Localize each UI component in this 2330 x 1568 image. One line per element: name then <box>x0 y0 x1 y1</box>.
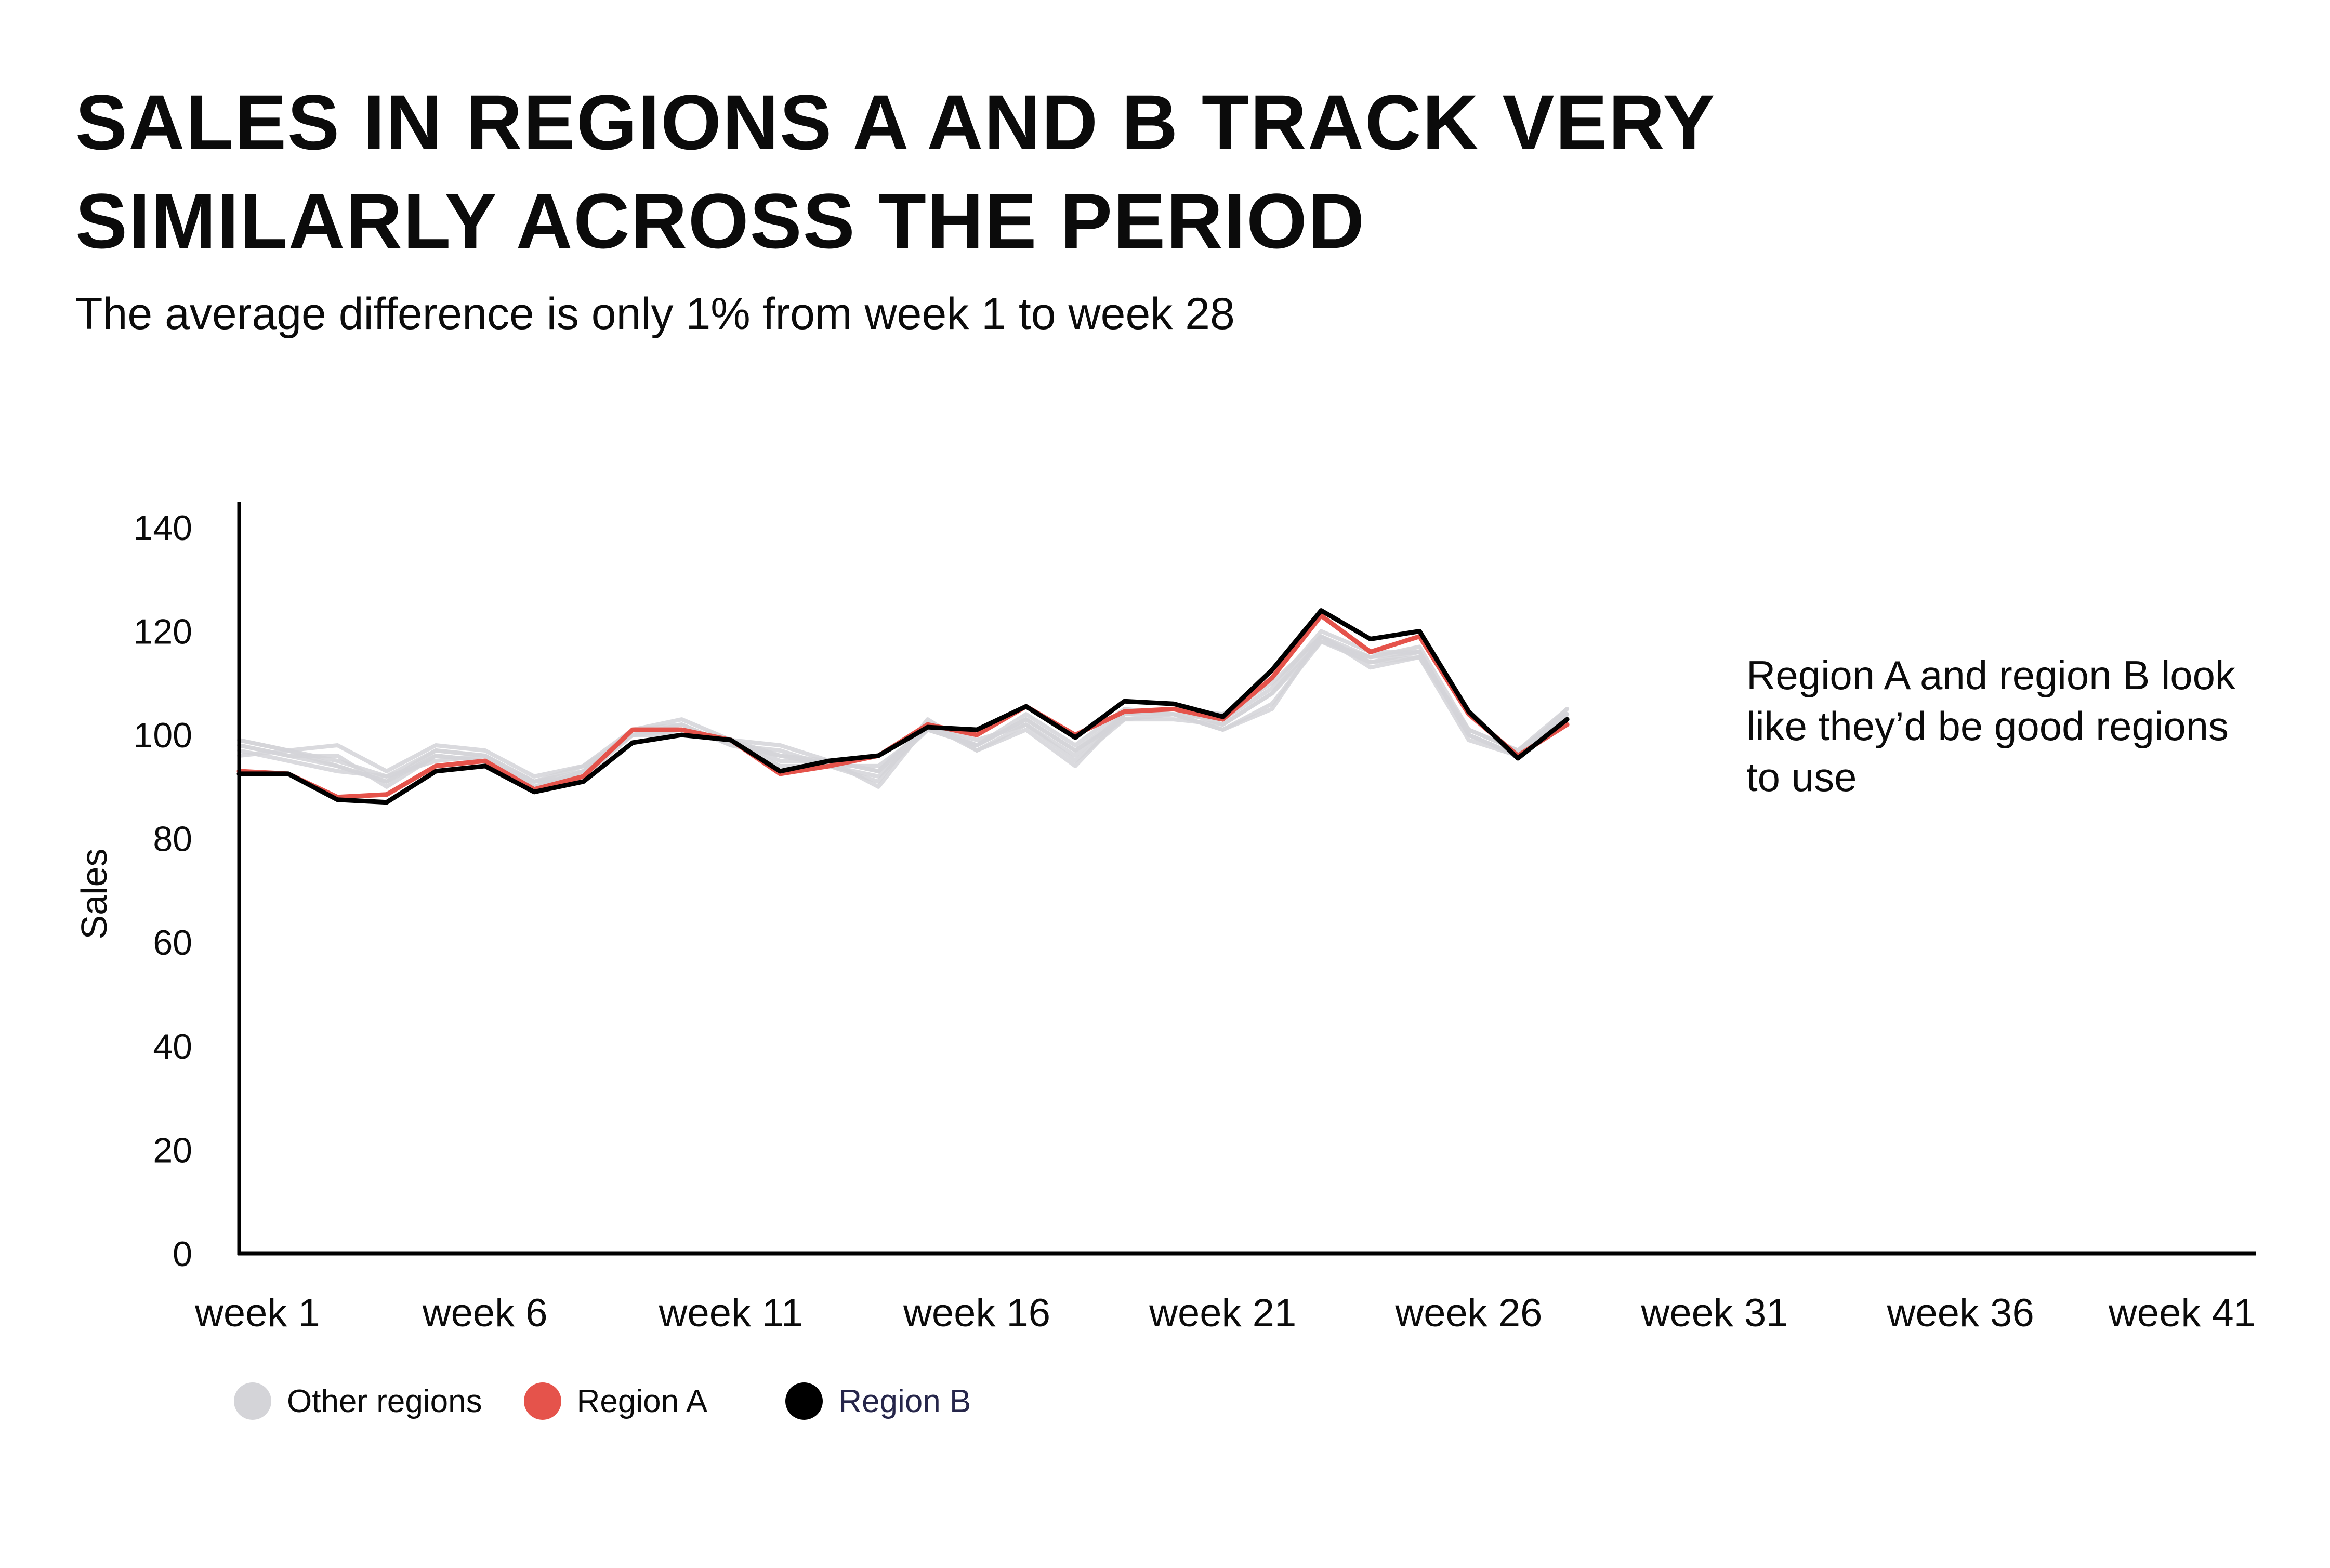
y-axis-label: Sales <box>74 848 114 939</box>
y-tick-label-40: 40 <box>153 1027 192 1066</box>
highlighted-region-lines <box>236 608 1570 805</box>
y-tick-label-60: 60 <box>153 923 192 963</box>
chart-subtitle: The average difference is only 1% from w… <box>75 289 1235 339</box>
legend-label-other-regions: Other regions <box>287 1383 482 1419</box>
y-tick-label-140: 140 <box>134 508 192 548</box>
series-line-other-region-6 <box>237 634 1570 784</box>
y-tick-label-120: 120 <box>134 612 192 651</box>
chart-annotation: Region A and region B look like they’d b… <box>1746 652 2236 800</box>
x-tick-label-week-41: week 41 <box>2108 1291 2256 1335</box>
series-line-region-b <box>236 608 1570 805</box>
legend-label-region-b: Region B <box>838 1383 971 1419</box>
x-tick-label-week-16: week 16 <box>903 1291 1050 1335</box>
x-tick-label-week-6: week 6 <box>422 1291 548 1335</box>
x-tick-label-week-26: week 26 <box>1394 1291 1542 1335</box>
y-tick-label-100: 100 <box>134 716 192 755</box>
legend-swatch-region-b <box>785 1382 823 1420</box>
other-regions-lines <box>237 629 1570 789</box>
x-tick-label-week-1: week 1 <box>194 1291 320 1335</box>
x-tick-label-week-31: week 31 <box>1640 1291 1788 1335</box>
legend: Other regions Region A Region B <box>234 1382 1012 1420</box>
y-tick-label-80: 80 <box>153 820 192 859</box>
legend-item-region-b: Region B <box>785 1382 971 1420</box>
x-tick-label-week-21: week 21 <box>1149 1291 1296 1335</box>
x-tick-label-week-36: week 36 <box>1887 1291 2034 1335</box>
legend-item-region-a: Region A <box>523 1382 708 1420</box>
y-tick-label-0: 0 <box>173 1234 192 1274</box>
legend-swatch-other-regions <box>234 1382 271 1420</box>
chart-title: SALES IN REGIONS A AND B TRACK VERY SIMI… <box>75 78 1715 265</box>
legend-item-other-regions: Other regions <box>234 1382 482 1420</box>
legend-swatch-region-a <box>523 1382 561 1420</box>
y-tick-label-20: 20 <box>153 1130 192 1170</box>
x-axis-ticks: week 1 week 6 week 11 week 16 week 21 week 26… <box>194 1291 2256 1335</box>
x-tick-label-week-11: week 11 <box>659 1291 803 1335</box>
legend-label-region-a: Region A <box>576 1383 708 1419</box>
y-axis-ticks: 0 20 40 60 80 100 120 140 <box>134 508 192 1274</box>
